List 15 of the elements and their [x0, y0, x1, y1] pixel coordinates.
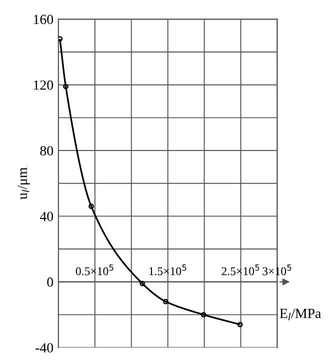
- y-tick-label: 40: [40, 212, 54, 222]
- point: [63, 84, 68, 90]
- y-tick-label: 160: [34, 14, 54, 24]
- y-tick-label: -40: [36, 343, 54, 352]
- point: [200, 312, 206, 318]
- x-axis-title: E$_{l}$/MPa: [280, 308, 322, 320]
- y-tick-label: 120: [34, 80, 54, 90]
- point: [88, 204, 94, 210]
- y-tick-label: 0: [47, 277, 54, 287]
- point: [162, 298, 168, 304]
- point: [237, 322, 243, 328]
- y-tick-label: 80: [40, 146, 54, 156]
- y-axis-title: u$_{l}$/μm: [18, 167, 30, 200]
- point: [140, 280, 146, 286]
- point: [58, 36, 63, 42]
